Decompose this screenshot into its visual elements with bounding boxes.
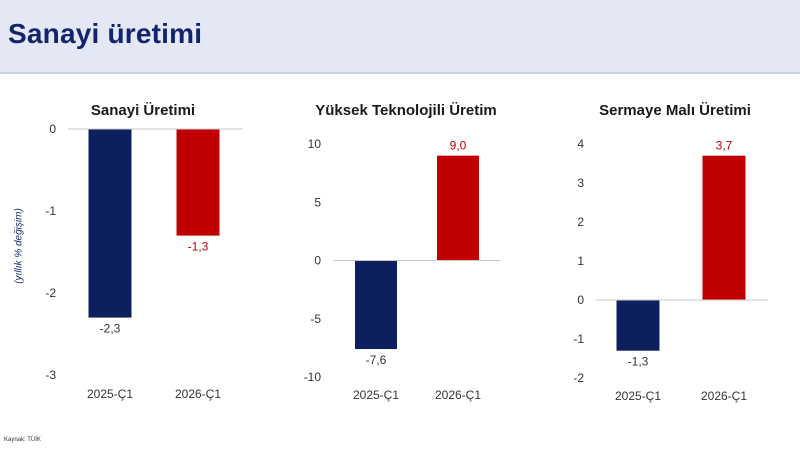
chart-1-y-tick-label: -1 (45, 204, 56, 218)
chart-2-y-tick-label: -5 (310, 312, 321, 326)
chart-3-y-tick-label: -2 (573, 371, 584, 385)
chart-3-y-tick-label: -1 (573, 332, 584, 346)
page-title: Sanayi üretimi (8, 18, 203, 49)
chart-3-data-label: -1,3 (628, 355, 649, 369)
chart-2-y-tick-label: 10 (308, 137, 322, 151)
chart-2-y-tick-label: 5 (314, 195, 321, 209)
chart-1-data-label: -2,3 (100, 322, 121, 336)
source-note: Kaynak: TÜİK (4, 437, 41, 443)
chart-1-y-tick-label: 0 (49, 122, 56, 136)
chart-2-y-tick-label: 0 (314, 254, 321, 268)
chart-2-data-label: 9,0 (450, 139, 467, 153)
chart-3-y-tick-label: 3 (577, 176, 584, 190)
chart-1-category-label: 2026-Ç1 (175, 387, 221, 401)
chart-1-title: Sanayi Üretimi (91, 102, 195, 119)
chart-3-y-tick-label: 1 (577, 254, 584, 268)
chart-3-bar-2026-Ç1 (702, 155, 746, 300)
chart-3-title: Sermaye Malı Üretimi (599, 102, 751, 119)
chart-3-y-tick-label: 0 (577, 293, 584, 307)
chart-2-category-label: 2026-Ç1 (435, 388, 481, 402)
chart-1-category-label: 2025-Ç1 (87, 387, 133, 401)
chart-2-category-label: 2025-Ç1 (353, 388, 399, 402)
chart-1-y-tick-label: -3 (45, 368, 56, 382)
chart-3-y-tick-label: 4 (577, 137, 584, 151)
chart-2-data-label: -7,6 (366, 353, 387, 367)
chart-2-y-tick-label: -10 (304, 370, 322, 384)
chart-3-category-label: 2025-Ç1 (615, 389, 661, 403)
chart-1-bar-2025-Ç1 (88, 129, 132, 318)
chart-3-data-label: 3,7 (716, 139, 733, 153)
chart-2-bar-2026-Ç1 (437, 155, 479, 261)
chart-2-bar-2025-Ç1 (355, 260, 397, 350)
chart-1-data-label: -1,3 (188, 240, 209, 254)
chart-3-category-label: 2026-Ç1 (701, 389, 747, 403)
header-bar: Sanayi üretimi (0, 0, 800, 74)
chart-2-title: Yüksek Teknolojili Üretim (315, 102, 496, 119)
chart-3-y-tick-label: 2 (577, 215, 584, 229)
chart-3-bar-2025-Ç1 (616, 300, 660, 351)
chart-1-y-tick-label: -2 (45, 286, 56, 300)
chart-1-bar-2026-Ç1 (176, 129, 220, 236)
